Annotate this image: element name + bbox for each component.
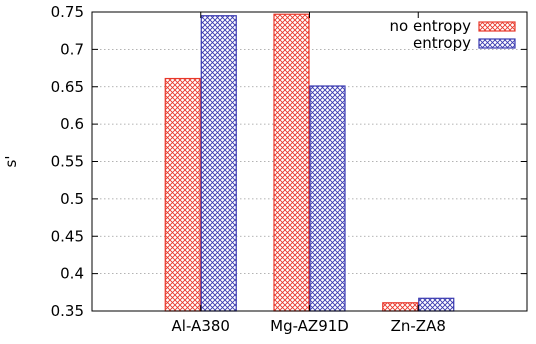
bar-no-entropy-al-a380 <box>164 77 201 312</box>
y-tick-label: 0.6 <box>60 115 84 133</box>
legend-label: entropy <box>413 34 471 52</box>
x-tick-label: Al-A380 <box>172 317 230 335</box>
bar-entropy-zn-za8 <box>418 297 455 312</box>
x-tick-label: Zn-ZA8 <box>391 317 446 335</box>
bars <box>164 13 455 312</box>
bar-entropy-mg-az91d <box>309 85 346 312</box>
axis-ticks <box>92 11 527 312</box>
legend-swatch <box>478 21 516 32</box>
y-tick-label: 0.35 <box>51 302 84 320</box>
legend-label: no entropy <box>390 17 472 35</box>
y-tick-label: 0.4 <box>60 265 84 283</box>
y-tick-label: 0.75 <box>51 3 84 21</box>
bar-no-entropy-zn-za8 <box>382 302 419 312</box>
legend-swatch <box>478 38 516 49</box>
y-tick-label: 0.55 <box>51 153 84 171</box>
x-tick-labels: Al-A380 Mg-AZ91D Zn-ZA8 <box>172 317 446 335</box>
y-tick-labels: 0.35 0.4 0.45 0.5 0.55 0.6 0.65 0.7 0.75 <box>51 3 84 320</box>
y-tick-label: 0.65 <box>51 78 84 96</box>
y-tick-label: 0.5 <box>60 190 84 208</box>
y-tick-label: 0.45 <box>51 227 84 245</box>
y-tick-label: 0.7 <box>60 40 84 58</box>
x-tick-label: Mg-AZ91D <box>270 317 349 335</box>
bar-no-entropy-mg-az91d <box>273 13 310 312</box>
y-axis-label: s' <box>2 156 20 168</box>
bar-entropy-al-a380 <box>200 15 237 312</box>
